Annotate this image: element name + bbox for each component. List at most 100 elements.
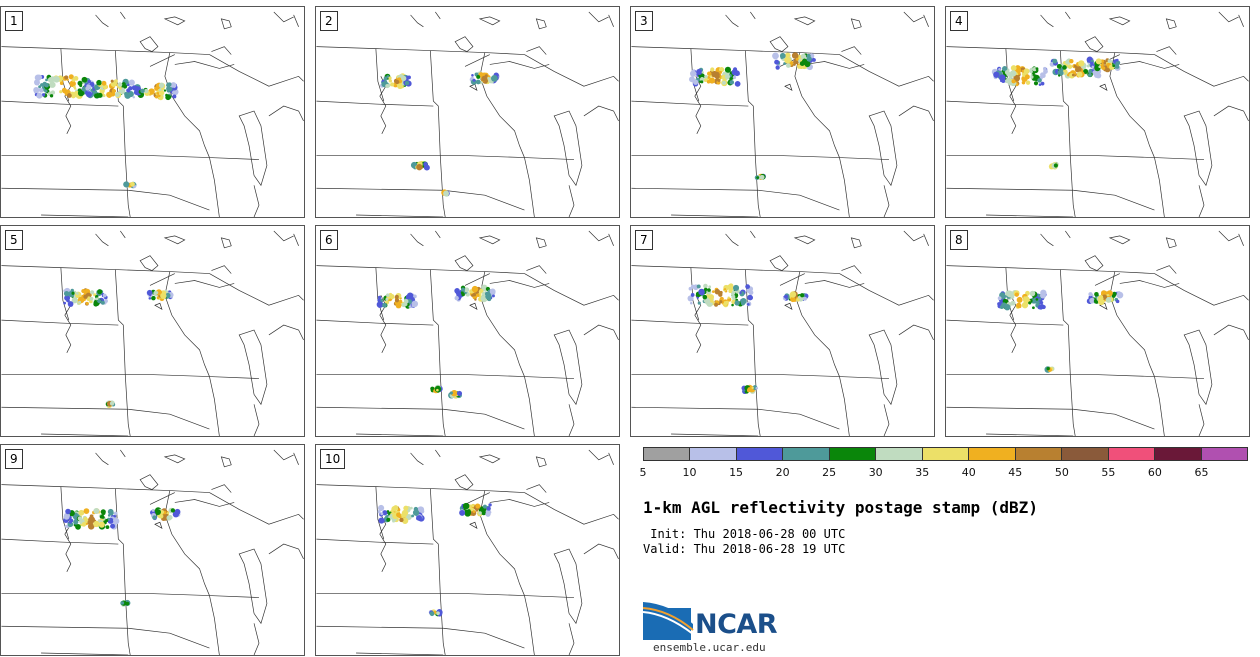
radar-echo <box>159 90 165 96</box>
boundary-line <box>1084 255 1104 271</box>
radar-echo <box>121 82 126 87</box>
radar-echo <box>165 292 171 299</box>
member-panel-8[interactable]: 8 <box>945 225 1250 437</box>
member-panel-9[interactable]: 9 <box>0 444 305 656</box>
boundary-line <box>1040 14 1054 28</box>
radar-echo <box>724 74 730 80</box>
reflectivity-cells <box>376 284 496 399</box>
colorbar-swatch <box>1014 448 1062 460</box>
radar-echo <box>144 88 149 94</box>
radar-echo <box>436 611 440 616</box>
radar-echo <box>406 292 414 299</box>
member-panel-1[interactable]: 1 <box>0 6 305 218</box>
colorbar-swatch <box>968 448 1015 460</box>
boundary-line <box>120 449 126 458</box>
boundary-line <box>524 595 535 655</box>
member-panel-4[interactable]: 4 <box>945 6 1250 218</box>
boundary-line <box>253 623 260 655</box>
radar-echo <box>53 76 60 83</box>
boundary-line <box>440 593 574 598</box>
radar-echo <box>1033 81 1039 86</box>
radar-echo <box>1021 80 1026 85</box>
boundary-line <box>1 406 129 410</box>
radar-echo <box>719 300 723 304</box>
member-label: 4 <box>950 11 968 31</box>
boundary-line <box>1218 230 1239 242</box>
radar-echo <box>45 78 48 82</box>
colorbar-tick-label: 50 <box>1054 466 1069 479</box>
radar-echo <box>1101 62 1104 66</box>
boundary-line <box>238 329 268 406</box>
member-panel-5[interactable]: 5 <box>0 225 305 437</box>
boundary-line <box>524 157 535 217</box>
boundary-line <box>986 433 1074 436</box>
radar-echo <box>1105 296 1112 303</box>
boundary-line <box>454 255 474 271</box>
member-panel-10[interactable]: 10 <box>315 444 620 656</box>
member-panel-7[interactable]: 7 <box>630 225 935 437</box>
boundary-line <box>583 105 619 122</box>
radar-echo <box>102 516 105 519</box>
boundary-line <box>469 302 478 310</box>
boundary-line <box>755 374 889 379</box>
radar-echo <box>388 76 392 80</box>
member-panel-6[interactable]: 6 <box>315 225 620 437</box>
radar-echo <box>1091 65 1095 69</box>
member-panel-3[interactable]: 3 <box>630 6 935 218</box>
radar-echo <box>1043 69 1048 74</box>
colorbar-swatch <box>921 448 969 460</box>
radar-echo <box>481 75 488 82</box>
radar-echo <box>756 176 760 179</box>
radar-echo <box>1010 65 1017 71</box>
radar-echo <box>1002 66 1008 72</box>
boundary-line <box>1109 52 1155 158</box>
boundary-line <box>839 376 850 436</box>
radar-echo <box>1010 70 1017 77</box>
radar-echo <box>403 299 409 304</box>
radar-echo <box>802 58 808 64</box>
boundary-line <box>209 54 304 87</box>
boundary-line <box>946 187 1074 191</box>
colorbar-tick-label: 30 <box>868 466 883 479</box>
radar-echo <box>125 601 130 606</box>
radar-echo <box>793 60 797 65</box>
radar-echo <box>127 91 134 98</box>
radar-echo <box>97 289 103 295</box>
radar-echo <box>450 389 458 397</box>
radar-echo <box>97 92 103 98</box>
radar-echo <box>69 80 76 88</box>
boundary-line <box>839 273 934 306</box>
member-panel-2[interactable]: 2 <box>315 6 620 218</box>
radar-echo <box>101 511 106 516</box>
boundary-line <box>1094 273 1120 286</box>
radar-echo <box>103 299 108 303</box>
boundary-line <box>316 46 525 55</box>
radar-echo <box>411 300 419 308</box>
colorbar-swatch <box>689 448 736 460</box>
colorbar-swatch <box>828 448 876 460</box>
boundary-line <box>211 484 232 493</box>
radar-echo <box>394 294 399 299</box>
radar-echo <box>160 509 165 515</box>
boundary-line <box>430 269 446 436</box>
radar-echo <box>65 508 71 515</box>
boundary-line <box>435 11 441 20</box>
radar-echo <box>1115 58 1119 62</box>
boundary-line <box>583 543 619 560</box>
radar-echo <box>1103 294 1108 299</box>
radar-echo <box>480 73 484 77</box>
radar-echo <box>160 292 167 300</box>
radar-echo <box>734 80 741 87</box>
radar-echo <box>1053 163 1058 168</box>
radar-echo <box>784 56 792 64</box>
boundary-line <box>779 273 805 286</box>
boundary-line <box>631 319 749 326</box>
radar-echo <box>154 87 158 90</box>
radar-echo <box>42 81 48 87</box>
state-boundaries <box>316 11 619 217</box>
radar-echo <box>456 390 463 396</box>
radar-echo <box>140 88 145 94</box>
radar-echo <box>401 517 409 524</box>
boundary-line <box>1154 376 1165 436</box>
boundary-line <box>163 16 186 26</box>
